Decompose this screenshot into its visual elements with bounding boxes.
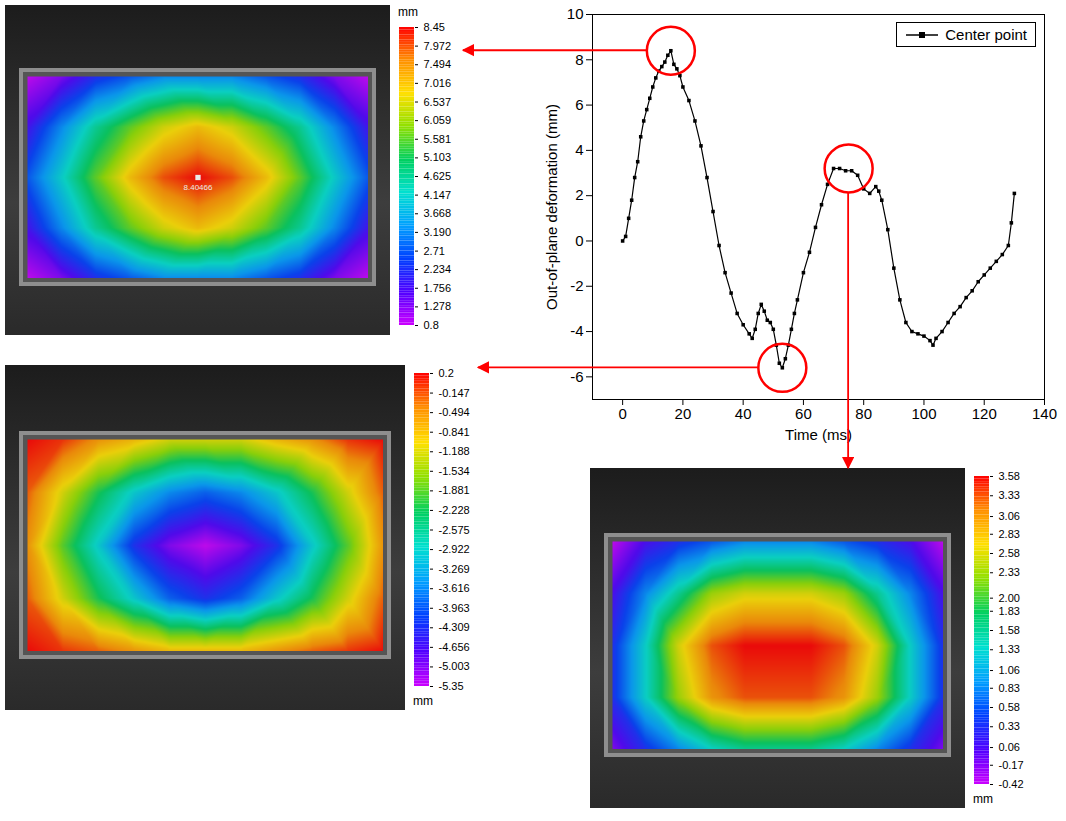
svg-text:60: 60 — [795, 405, 812, 422]
svg-text:2: 2 — [575, 186, 583, 203]
svg-text:3.33: 3.33 — [999, 489, 1020, 501]
svg-text:0.83: 0.83 — [999, 682, 1020, 694]
svg-text:10: 10 — [567, 5, 584, 22]
svg-text:Time (ms): Time (ms) — [785, 426, 852, 443]
svg-text:40: 40 — [735, 405, 752, 422]
svg-text:0: 0 — [575, 232, 583, 249]
svg-text:6: 6 — [575, 96, 583, 113]
svg-text:5.581: 5.581 — [424, 133, 452, 145]
svg-text:3.190: 3.190 — [424, 226, 452, 238]
svg-text:-0.841: -0.841 — [439, 426, 470, 438]
svg-text:8.45: 8.45 — [424, 21, 445, 33]
svg-text:7.972: 7.972 — [424, 40, 452, 52]
svg-text:1.06: 1.06 — [999, 664, 1020, 676]
svg-text:-2: -2 — [570, 277, 583, 294]
svg-text:-3.269: -3.269 — [439, 563, 470, 575]
svg-text:1.756: 1.756 — [424, 282, 452, 294]
svg-text:-2.575: -2.575 — [439, 524, 470, 536]
svg-text:2.71: 2.71 — [424, 245, 445, 257]
svg-text:4: 4 — [575, 141, 583, 158]
svg-text:0.8: 0.8 — [424, 319, 439, 331]
svg-text:3.58: 3.58 — [999, 470, 1020, 482]
svg-text:140: 140 — [1032, 405, 1057, 422]
html-text:Center point: Center point — [945, 26, 1027, 43]
svg-text:1.83: 1.83 — [999, 605, 1020, 617]
svg-text:20: 20 — [675, 405, 692, 422]
svg-text:2.234: 2.234 — [424, 263, 452, 275]
svg-text:1.58: 1.58 — [999, 624, 1020, 636]
svg-text:-3.963: -3.963 — [439, 602, 470, 614]
svg-text:-1.881: -1.881 — [439, 484, 470, 496]
svg-text:-1.188: -1.188 — [439, 445, 470, 457]
svg-text:120: 120 — [972, 405, 997, 422]
svg-text:-1.534: -1.534 — [439, 465, 470, 477]
svg-text:-0.494: -0.494 — [439, 406, 470, 418]
svg-text:0.06: 0.06 — [999, 741, 1020, 753]
svg-text:5.103: 5.103 — [424, 151, 452, 163]
svg-text:6.059: 6.059 — [424, 114, 452, 126]
svg-text:-2.228: -2.228 — [439, 504, 470, 516]
svg-text:-0.17: -0.17 — [999, 759, 1024, 771]
svg-text:6.537: 6.537 — [424, 96, 452, 108]
svg-text:4.625: 4.625 — [424, 170, 452, 182]
svg-text:-2.922: -2.922 — [439, 543, 470, 555]
svg-text:7.016: 7.016 — [424, 77, 452, 89]
svg-text:-6: -6 — [570, 368, 583, 385]
svg-text:3.06: 3.06 — [999, 510, 1020, 522]
html-text:mm: mm — [973, 792, 993, 806]
svg-text:-0.42: -0.42 — [999, 778, 1024, 790]
svg-text:0: 0 — [618, 405, 626, 422]
svg-text:1.33: 1.33 — [999, 643, 1020, 655]
svg-text:0.33: 0.33 — [999, 720, 1020, 732]
svg-text:1.278: 1.278 — [424, 300, 452, 312]
svg-text:-4.309: -4.309 — [439, 621, 470, 633]
svg-text:-3.616: -3.616 — [439, 582, 470, 594]
svg-text:-4.656: -4.656 — [439, 641, 470, 653]
svg-text:Out-of-plane deformation (mm): Out-of-plane deformation (mm) — [543, 104, 560, 310]
svg-text:0.2: 0.2 — [439, 367, 454, 379]
svg-text:7.494: 7.494 — [424, 58, 452, 70]
svg-text:100: 100 — [911, 405, 936, 422]
svg-text:2.33: 2.33 — [999, 566, 1020, 578]
svg-text:2.83: 2.83 — [999, 528, 1020, 540]
svg-text:8.40466: 8.40466 — [184, 183, 213, 192]
html-text:mm: mm — [413, 694, 433, 708]
html-text:mm: mm — [398, 5, 418, 19]
svg-text:-5.35: -5.35 — [439, 680, 464, 692]
svg-text:-5.003: -5.003 — [439, 660, 470, 672]
svg-text:8: 8 — [575, 51, 583, 68]
svg-text:2.00: 2.00 — [999, 592, 1020, 604]
svg-text:4.147: 4.147 — [424, 189, 452, 201]
svg-text:-0.147: -0.147 — [439, 387, 470, 399]
svg-text:3.668: 3.668 — [424, 207, 452, 219]
svg-text:0.58: 0.58 — [999, 701, 1020, 713]
svg-text:80: 80 — [855, 405, 872, 422]
svg-text:-4: -4 — [570, 322, 583, 339]
svg-text:2.58: 2.58 — [999, 547, 1020, 559]
